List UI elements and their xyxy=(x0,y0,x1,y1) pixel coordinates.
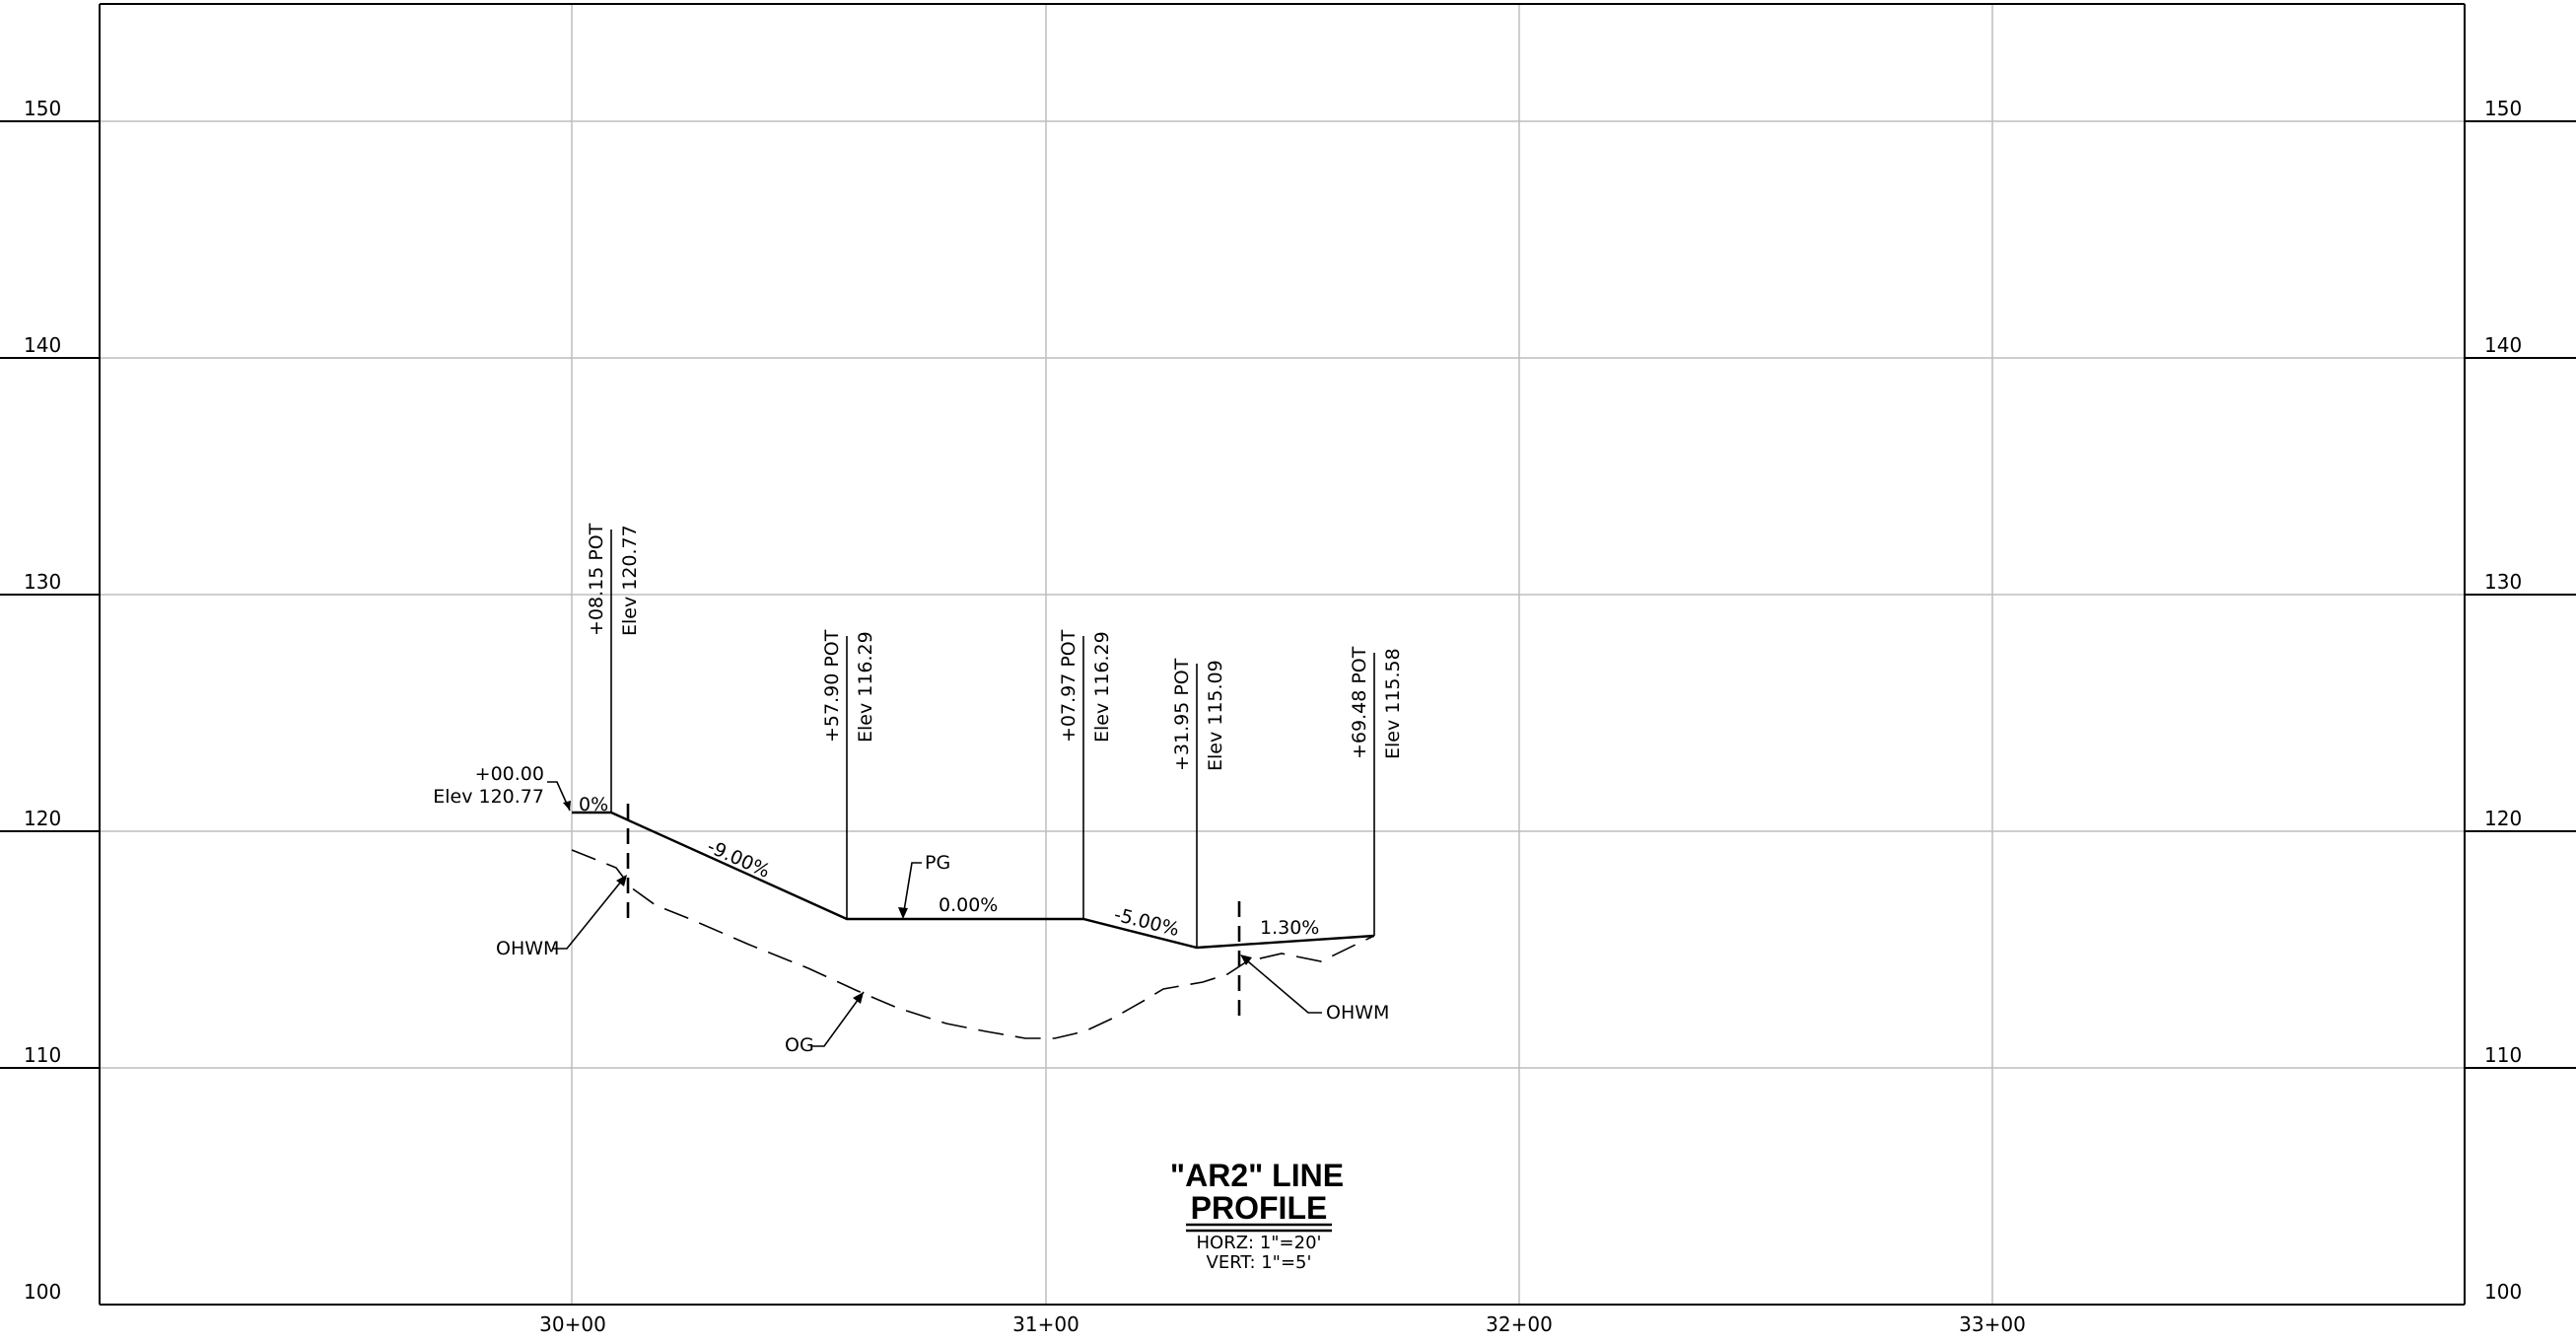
pvi-1-elev: Elev 120.77 xyxy=(619,525,641,636)
grade-label-2: 0.00% xyxy=(939,894,998,916)
elev-label-120-left: 120 xyxy=(24,807,61,830)
elev-label-100-right: 100 xyxy=(2484,1280,2522,1304)
ohwm-left-leader xyxy=(553,876,626,950)
pvi-3-station: +07.97 POT xyxy=(1058,629,1079,743)
pvi-labels: +08.15 POT Elev 120.77 +57.90 POT Elev 1… xyxy=(586,523,1404,771)
ohwm-left-callout: OHWM xyxy=(496,875,627,959)
start-arrowhead xyxy=(563,801,571,811)
og-callout-text: OG xyxy=(785,1034,814,1056)
right-elevation-labels: 150 140 130 120 110 100 xyxy=(2484,97,2522,1304)
proposed-grade-line xyxy=(572,811,1375,950)
station-labels: 30+00 31+00 32+00 33+00 xyxy=(539,1312,2026,1336)
sheet-frame xyxy=(99,3,2466,1306)
elev-label-130-left: 130 xyxy=(24,570,61,594)
og-arrowhead xyxy=(853,992,864,1004)
pvi-leaders xyxy=(610,530,1375,948)
pvi-5-elev: Elev 115.58 xyxy=(1382,648,1404,759)
start-leader xyxy=(547,781,571,812)
vertical-grid xyxy=(571,4,1993,1305)
grade-label-0: 0% xyxy=(579,794,608,815)
pvi-4-station: +31.95 POT xyxy=(1171,658,1193,771)
pvi-4-elev: Elev 115.09 xyxy=(1205,660,1226,771)
pvi-3-elev: Elev 116.29 xyxy=(1091,631,1113,743)
og-callout: OG xyxy=(785,991,865,1056)
title-line-1: "AR2" LINE xyxy=(1170,1158,1344,1193)
ohwm-left-arrowhead xyxy=(616,875,627,886)
title-line-2: PROFILE xyxy=(1191,1190,1328,1226)
start-station: +00.00 xyxy=(475,763,544,785)
pg-callout: PG xyxy=(898,852,950,919)
elev-label-140-left: 140 xyxy=(24,333,61,357)
station-label-32: 32+00 xyxy=(1486,1312,1553,1336)
ohwm-right-leader xyxy=(1241,955,1322,1014)
ohwm-left-text: OHWM xyxy=(496,938,559,959)
scale-horz: HORZ: 1"=20' xyxy=(1197,1233,1322,1253)
elev-label-150-left: 150 xyxy=(24,97,61,120)
elev-label-150-right: 150 xyxy=(2484,97,2522,120)
pg-leader xyxy=(902,862,922,918)
pvi-5-station: +69.48 POT xyxy=(1349,646,1370,759)
start-point-label: +00.00 Elev 120.77 xyxy=(433,763,571,812)
station-label-31: 31+00 xyxy=(1012,1312,1079,1336)
og-leader xyxy=(812,991,865,1047)
ohwm-right-arrowhead xyxy=(1240,955,1252,965)
left-elevation-labels: 150 140 130 120 110 100 xyxy=(24,97,61,1304)
start-elev: Elev 120.77 xyxy=(433,786,544,808)
pvi-2-elev: Elev 116.29 xyxy=(855,631,876,743)
station-label-33: 33+00 xyxy=(1959,1312,2026,1336)
pg-callout-text: PG xyxy=(925,852,950,874)
title-block: "AR2" LINE PROFILE HORZ: 1"=20' VERT: 1"… xyxy=(1170,1158,1344,1273)
grade-label-1: -9.00% xyxy=(704,835,773,882)
pvi-2-station: +57.90 POT xyxy=(821,629,843,743)
elev-label-130-right: 130 xyxy=(2484,570,2522,594)
original-ground-line xyxy=(571,849,1375,1039)
pg-arrowhead xyxy=(898,907,908,919)
elevation-tick-stubs xyxy=(0,120,2576,1069)
horizontal-grid xyxy=(100,120,2465,1069)
scale-vert: VERT: 1"=5' xyxy=(1207,1252,1312,1273)
elev-label-140-right: 140 xyxy=(2484,333,2522,357)
elev-label-100-left: 100 xyxy=(24,1280,61,1304)
grade-label-4: 1.30% xyxy=(1260,917,1319,939)
ohwm-right-callout: OHWM xyxy=(1240,955,1389,1024)
pvi-1-station: +08.15 POT xyxy=(586,523,607,636)
elev-label-110-left: 110 xyxy=(24,1043,61,1067)
elev-label-120-right: 120 xyxy=(2484,807,2522,830)
ohwm-right-text: OHWM xyxy=(1326,1002,1389,1024)
elev-label-110-right: 110 xyxy=(2484,1043,2522,1067)
station-label-30: 30+00 xyxy=(539,1312,606,1336)
